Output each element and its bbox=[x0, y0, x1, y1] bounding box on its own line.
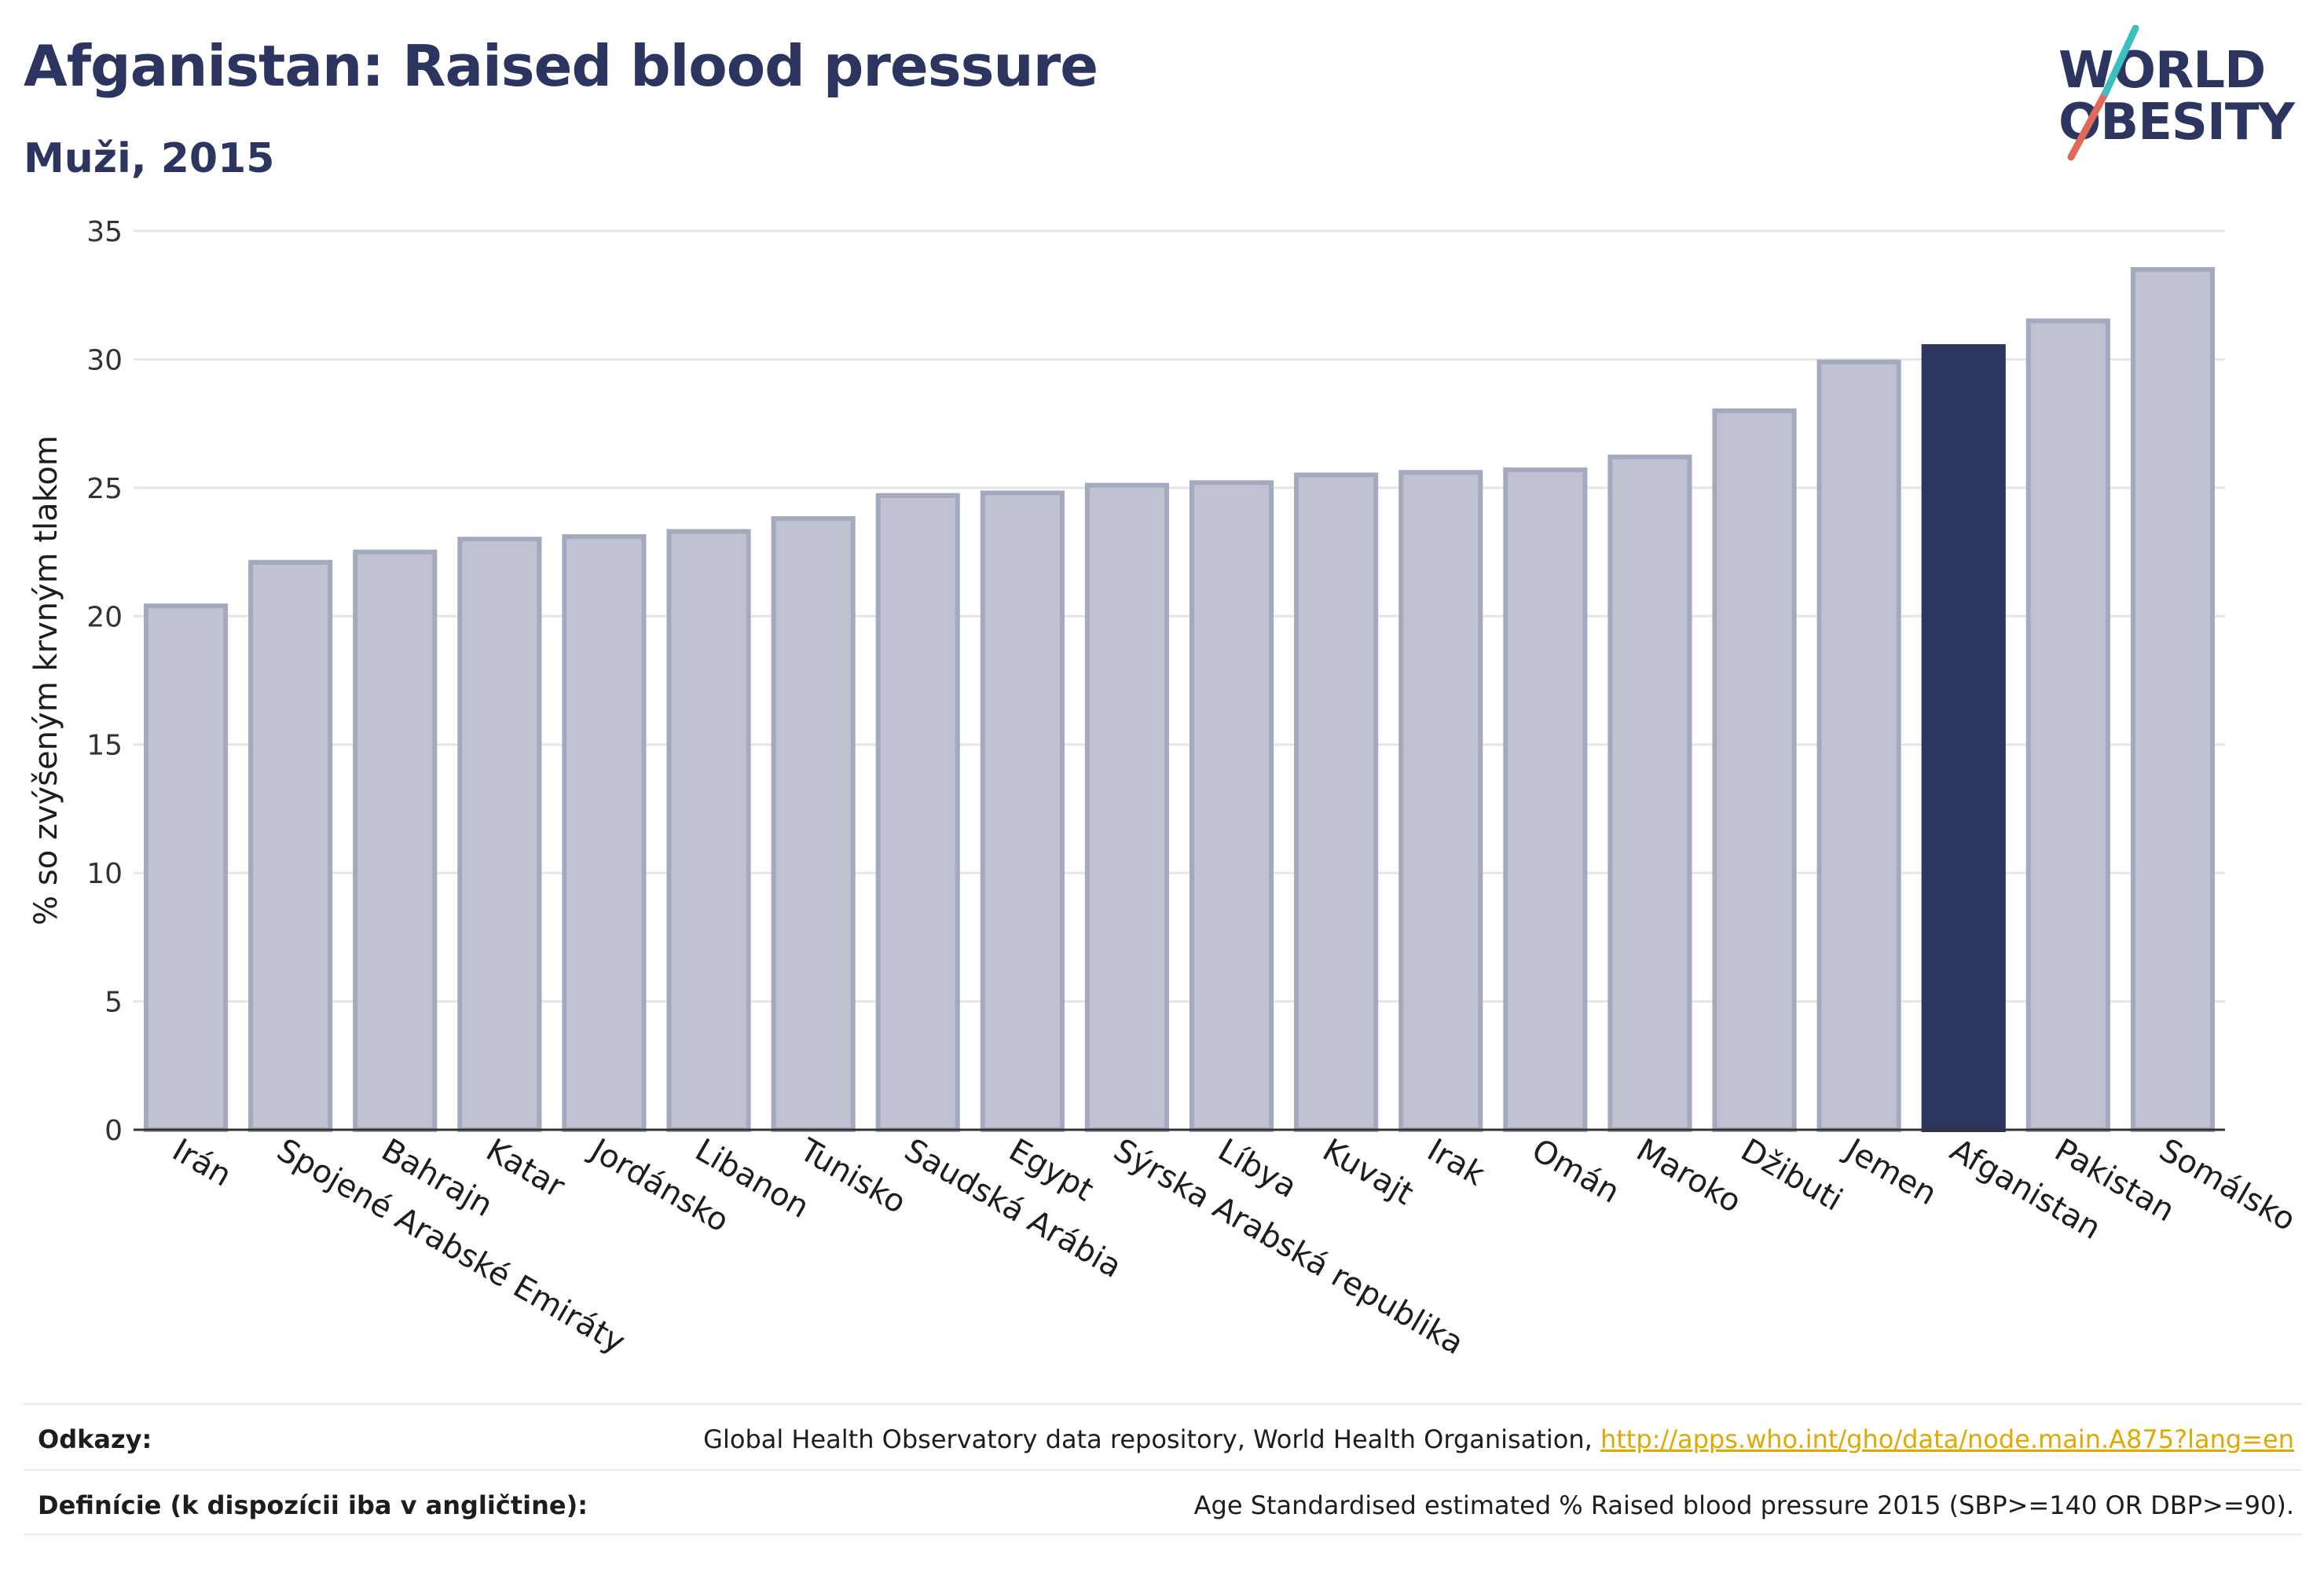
bar bbox=[980, 490, 1065, 1132]
footer-sources-row: Odkazy: Global Health Observatory data r… bbox=[24, 1408, 2294, 1471]
footer-sources-label: Odkazy: bbox=[38, 1424, 152, 1454]
y-axis-label: % so zvýšeným krvným tlakom bbox=[28, 435, 64, 925]
footer-sources-value: Global Health Observatory data repositor… bbox=[703, 1424, 2294, 1454]
footer-definition-row: Definície (k dispozícii iba v angličtine… bbox=[24, 1474, 2294, 1537]
y-tick-label: 25 bbox=[86, 473, 123, 505]
y-tick-label: 0 bbox=[104, 1115, 123, 1147]
bar bbox=[1712, 408, 1797, 1132]
bar bbox=[143, 603, 229, 1132]
logo-word-world: WORLD bbox=[2058, 42, 2266, 100]
bar bbox=[666, 529, 751, 1132]
bar bbox=[1503, 467, 1588, 1132]
bar bbox=[1607, 454, 1692, 1132]
bar bbox=[562, 533, 647, 1132]
footer-divider-top bbox=[24, 1403, 2302, 1405]
x-tick-label: Džibuti bbox=[1735, 1132, 1849, 1219]
footer-divider-middle bbox=[24, 1469, 2302, 1471]
bar bbox=[353, 549, 438, 1132]
footer-sources-text: Global Health Observatory data repositor… bbox=[703, 1424, 1600, 1454]
y-tick-label: 20 bbox=[86, 601, 123, 633]
bar bbox=[875, 493, 960, 1132]
bar bbox=[1294, 472, 1379, 1132]
bar bbox=[457, 537, 542, 1132]
bar bbox=[771, 516, 856, 1132]
bar bbox=[1189, 480, 1274, 1132]
footer-definition-text: Age Standardised estimated % Raised bloo… bbox=[1193, 1490, 2294, 1520]
x-tick-label: Tunisko bbox=[793, 1131, 911, 1221]
y-tick-label: 15 bbox=[86, 730, 123, 762]
chart-title: Afganistan: Raised blood pressure bbox=[24, 33, 1098, 99]
bar bbox=[1398, 470, 1483, 1132]
y-tick-label: 5 bbox=[104, 987, 123, 1019]
x-tick-label: Kuvajt bbox=[1317, 1132, 1420, 1212]
y-tick-label: 10 bbox=[86, 858, 123, 890]
bar-highlight bbox=[1921, 344, 2006, 1133]
bar bbox=[248, 559, 333, 1132]
world-obesity-logo: WORLD OBESITY bbox=[2043, 22, 2310, 163]
bar-chart: 0 5 10 15 20 25 30 35 % so zvýšeným krvným tlako… bbox=[28, 216, 2301, 1362]
footer-sources-link[interactable]: http://apps.who.int/gho/data/node.main.A… bbox=[1600, 1424, 2294, 1454]
bar bbox=[2130, 267, 2216, 1132]
bar bbox=[2025, 318, 2110, 1132]
logo-slash-icon bbox=[2067, 24, 2139, 161]
bar bbox=[1084, 482, 1170, 1132]
y-tick-label: 35 bbox=[86, 216, 123, 248]
bar bbox=[1816, 359, 1901, 1132]
y-tick-label: 30 bbox=[86, 344, 123, 376]
x-tick-label: Irán bbox=[167, 1132, 238, 1194]
footer-definition-label: Definície (k dispozícii iba v angličtine… bbox=[38, 1490, 588, 1520]
x-tick-label: Maroko bbox=[1630, 1132, 1747, 1220]
footer-divider-bottom bbox=[24, 1534, 2302, 1535]
x-tick-label: Irak bbox=[1421, 1132, 1491, 1193]
x-tick-label: Somálsko bbox=[2153, 1132, 2301, 1239]
x-tick-label: Omán bbox=[1526, 1132, 1626, 1211]
chart-subtitle: Muži, 2015 bbox=[24, 135, 275, 182]
x-tick-label: Jemen bbox=[1838, 1131, 1943, 1212]
